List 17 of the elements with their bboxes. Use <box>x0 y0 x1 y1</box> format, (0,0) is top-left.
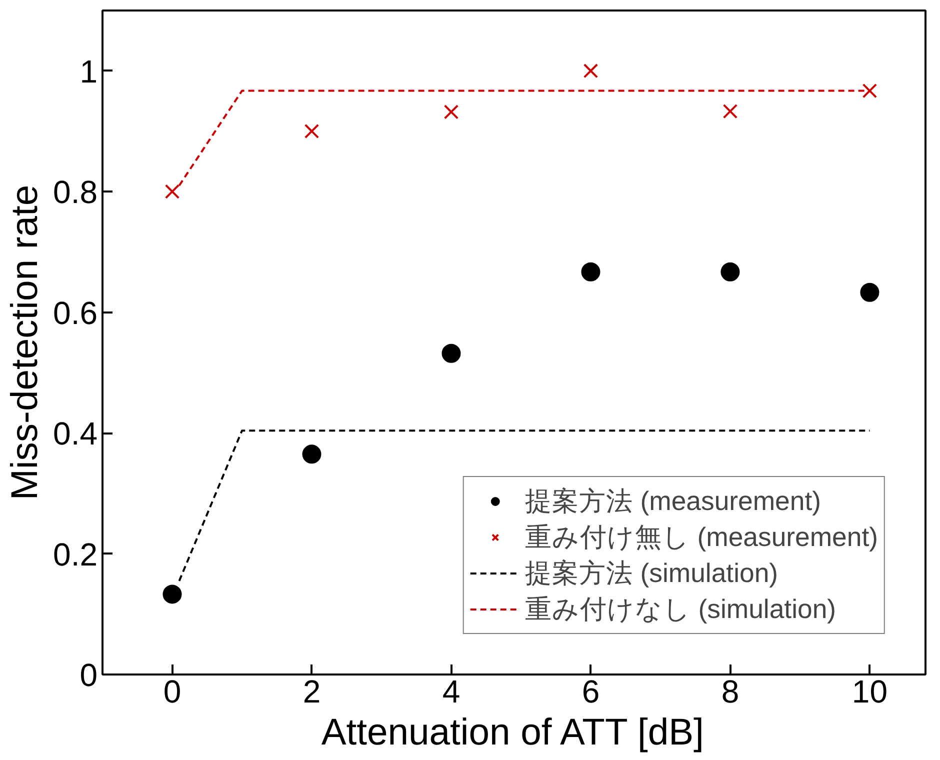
x-tick-label: 4 <box>442 674 460 710</box>
legend-label: 重み付けなし (simulation) <box>524 593 836 626</box>
x-tick-label: 2 <box>302 674 321 710</box>
y-tick-label: 0.2 <box>53 536 98 572</box>
x-tick-label: 6 <box>582 674 600 710</box>
x-tick-label: 10 <box>852 674 888 710</box>
y-tick-label: 0.4 <box>53 416 98 452</box>
legend-label: 提案方法 (measurement) <box>524 485 821 518</box>
y-tick-label: 0.8 <box>53 174 98 210</box>
y-tick-label: 0.6 <box>53 294 98 331</box>
legend-label: 重み付け無し (measurement) <box>524 521 878 554</box>
y-tick-label: 1 <box>80 53 98 90</box>
x-tick-label: 8 <box>721 674 740 710</box>
x-tick-label: 0 <box>163 674 182 710</box>
y-axis-title: Miss-detection rate <box>3 184 46 500</box>
x-axis-title: Attenuation of ATT [dB] <box>321 710 704 752</box>
legend-label: 提案方法 (simulation) <box>524 557 778 590</box>
